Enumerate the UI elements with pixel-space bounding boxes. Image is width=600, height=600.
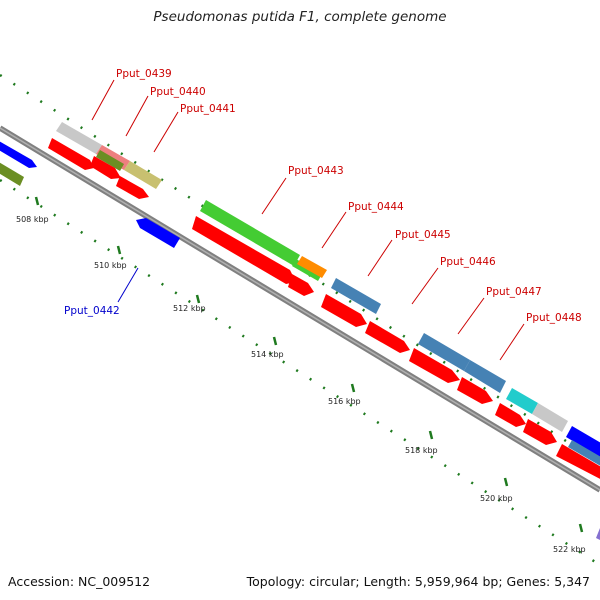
cds-arrow-0447[interactable] [457,377,493,404]
tick-label-514: 514 kbp [251,350,284,359]
tick-label-520: 520 kbp [480,494,513,503]
gene-label-0447[interactable]: Pput_0447 [486,286,542,298]
cds-arrow-0442[interactable] [136,218,180,248]
feature-green-0443[interactable] [200,200,300,266]
gene-labels: Pput_0439 Pput_0440 Pput_0441 Pput_0442 … [64,68,582,324]
genome-summary-text: Topology: circular; Length: 5,959,964 bp… [246,574,590,589]
tick-label-508: 508 kbp [16,215,49,224]
scale-major-ticks [34,196,584,533]
feature-blue-right[interactable] [566,426,600,458]
feature-grey-0448[interactable] [532,403,568,432]
cds-arrow-0446[interactable] [409,348,460,383]
feature-steel-0447[interactable] [464,360,506,393]
gene-label-0444[interactable]: Pput_0444 [348,201,404,213]
tick-label-518: 518 kbp [405,446,438,455]
cds-arrow-0441[interactable] [116,176,149,199]
cds-arrow-0439[interactable] [48,138,94,170]
feature-steel-right[interactable] [568,440,600,468]
gene-label-0443[interactable]: Pput_0443 [288,165,344,177]
feature-cyan-0448[interactable] [506,388,538,414]
cds-arrow-0446a[interactable] [365,321,410,353]
scale-labels: 508 kbp 510 kbp 512 kbp 514 kbp 516 kbp … [16,215,586,554]
feature-tracks [0,122,600,544]
cds-arrow-0443b[interactable] [288,274,314,296]
tick-label-512: 512 kbp [173,304,206,313]
feature-lavender-right[interactable] [596,528,600,544]
feature-blue-left[interactable] [0,137,37,168]
gene-label-0440[interactable]: Pput_0440 [150,86,206,98]
inner-tick-ring [0,178,600,567]
cds-arrow-0448a[interactable] [495,403,526,427]
gene-label-0439[interactable]: Pput_0439 [116,68,172,80]
genome-backbone [0,125,600,493]
leader-lines [91,79,525,361]
feature-khaki-0441[interactable] [124,161,162,189]
cds-arrow-0443[interactable] [192,216,296,284]
gene-label-0445[interactable]: Pput_0445 [395,229,451,241]
feature-grey-0439[interactable] [56,122,102,154]
cds-arrow-0448b[interactable] [523,419,557,445]
feature-orange-0444[interactable] [297,256,327,278]
cds-arrow-0445[interactable] [321,294,367,327]
gene-label-0448[interactable]: Pput_0448 [526,312,582,324]
cds-arrow-right[interactable] [556,444,600,483]
feature-steel-0446[interactable] [418,333,470,371]
tick-label-522: 522 kbp [553,545,586,554]
feature-olive-0440[interactable] [96,150,124,171]
gene-label-0446[interactable]: Pput_0446 [440,256,496,268]
gene-label-0441[interactable]: Pput_0441 [180,103,236,115]
cds-arrow-0440[interactable] [90,156,121,179]
accession-text: Accession: NC_009512 [8,574,151,589]
tick-label-510: 510 kbp [94,261,127,270]
map-title: Pseudomonas putida F1, complete genome [153,9,447,25]
feature-steel-0445[interactable] [331,278,381,314]
gene-label-0442[interactable]: Pput_0442 [64,305,120,317]
tick-label-516: 516 kbp [328,397,361,406]
feature-olive-left[interactable] [0,158,24,186]
